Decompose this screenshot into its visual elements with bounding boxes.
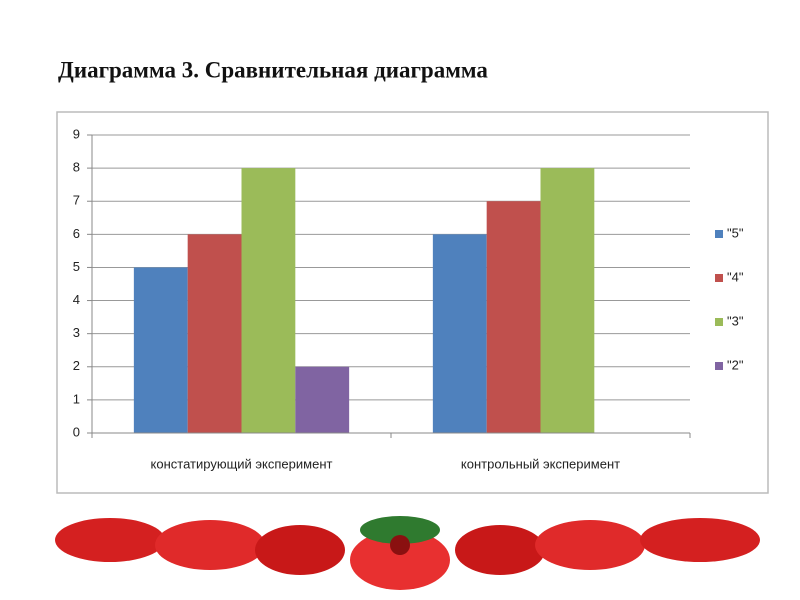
x-tick-label: контрольный эксперимент xyxy=(461,456,620,471)
bar xyxy=(486,201,541,433)
bar xyxy=(295,366,350,433)
bar xyxy=(133,267,188,433)
y-tick-label: 1 xyxy=(73,391,80,406)
y-tick-label: 2 xyxy=(73,358,80,373)
y-tick-label: 7 xyxy=(73,193,80,208)
legend-label: "4" xyxy=(727,269,744,284)
x-tick-label: констатирующий эксперимент xyxy=(151,456,333,471)
legend-swatch xyxy=(715,230,723,238)
legend-label: "3" xyxy=(727,313,744,328)
bar xyxy=(241,168,296,433)
y-tick-label: 8 xyxy=(73,160,80,175)
y-tick-label: 6 xyxy=(73,226,80,241)
legend-swatch xyxy=(715,362,723,370)
legend-label: "5" xyxy=(727,225,744,240)
decoration xyxy=(55,516,760,590)
bar xyxy=(540,168,595,433)
y-tick-label: 3 xyxy=(73,325,80,340)
y-tick-label: 0 xyxy=(73,424,80,439)
y-tick-label: 9 xyxy=(73,126,80,141)
legend-swatch xyxy=(715,274,723,282)
chart-title: Диаграмма 3. Сравнительная диаграмма xyxy=(58,57,488,82)
bar xyxy=(432,234,487,433)
legend-label: "2" xyxy=(727,357,744,372)
y-tick-label: 5 xyxy=(73,259,80,274)
legend-swatch xyxy=(715,318,723,326)
bar xyxy=(187,234,242,433)
y-tick-label: 4 xyxy=(73,292,80,307)
